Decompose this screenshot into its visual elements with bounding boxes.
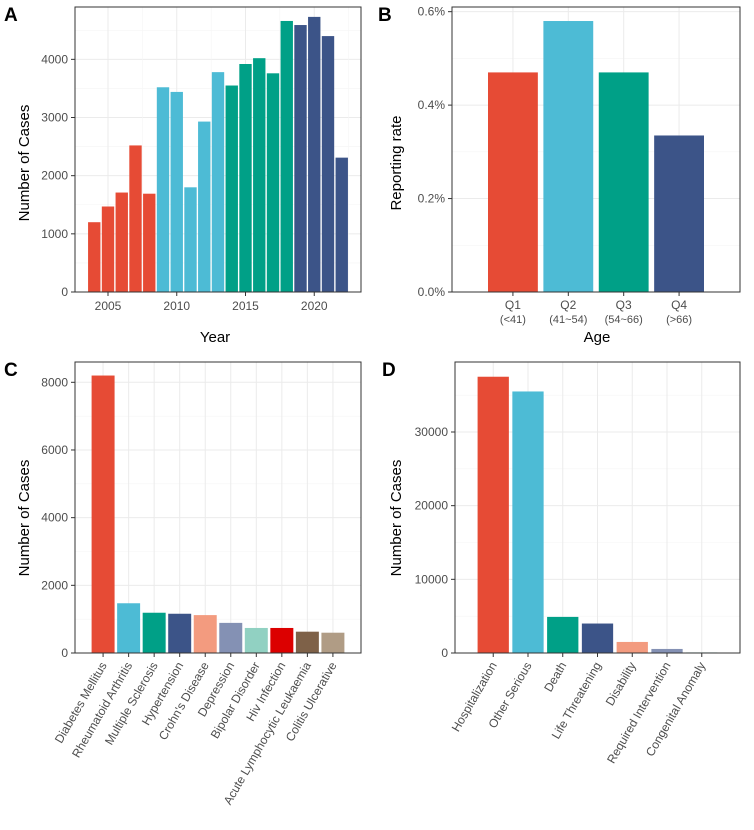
y-tick-label: 4000 [41,511,68,525]
panel-a-xlabel: Year [200,329,230,346]
y-tick-label: 0.4% [418,98,446,112]
panel-a: A Number of Cases Year 0 1000 2000 3000 4000… [4,5,362,346]
panel-b-xlabel: Age [584,329,611,346]
x-tick-label: 2015 [232,299,259,313]
x-tick-label: Q1 [505,298,521,312]
bar [321,632,345,653]
panel-c-label: C [4,360,18,381]
x-tick-label: Death [541,660,569,695]
bar [193,615,217,653]
x-tick-label: 2005 [95,299,122,313]
bar [321,36,335,292]
bar [115,192,128,292]
bar [117,603,141,653]
y-tick-label: 3000 [41,111,68,125]
plot-frame [454,361,741,654]
panel-b-ylabel: Reporting rate [388,115,405,210]
bar [598,72,649,292]
bar [266,73,280,292]
y-tick-label: 0.6% [418,5,446,19]
bar [143,193,156,292]
bar [294,25,307,293]
y-tick-label: 20000 [415,499,449,513]
x-tick-label: 2010 [163,299,190,313]
panel-c-ylabel: Number of Cases [16,460,33,577]
bar [244,627,268,653]
x-tick-sublabel: (54~66) [605,314,643,326]
y-tick-label: 0.2% [418,192,446,206]
y-tick-label: 6000 [41,443,68,457]
y-tick-label: 0 [441,646,448,660]
panel-d-label: D [382,360,396,381]
bar [547,616,579,653]
x-tick-label: Q3 [616,298,632,312]
bar [616,641,648,653]
bar [488,72,538,292]
panel-d-ylabel: Number of Cases [388,460,405,577]
bar [129,145,142,292]
bar [651,648,683,653]
bar [253,58,266,293]
bar [280,20,293,293]
bar [581,623,614,653]
bar [101,206,115,292]
panel-a-ylabel: Number of Cases [16,105,33,222]
panel-b-plot: 0.0% 0.2% 0.4% 0.6% Q1 (<41) Q2 (41~54) Q3 (54~66… [418,5,741,326]
bar [170,91,183,292]
panel-c: C Number of Cases 02000400060008000Diabe… [4,360,362,807]
bar [239,64,252,292]
bar [225,85,238,292]
y-tick-label: 2000 [41,169,68,183]
bar [142,612,166,653]
plot-frame [74,361,362,654]
panel-b-label: B [378,5,392,26]
bar [335,157,348,292]
x-tick-label: Required Intervention [604,660,673,766]
y-tick-label: 30000 [415,425,449,439]
panel-a-plot: 0 1000 2000 3000 4000 2005 2010 2015 2020 [41,6,362,313]
panel-b: B Reporting rate Age 0.0% 0.2% 0.4% 0.6% Q1 (… [378,5,741,346]
bar [308,16,321,292]
y-tick-label: 0 [61,285,68,299]
y-tick-label: 1000 [41,227,68,241]
y-tick-label: 0 [61,646,68,660]
bar [295,631,319,653]
y-tick-label: 2000 [41,578,68,592]
bar [156,87,170,292]
x-tick-label: Q2 [560,298,576,312]
bar [512,391,544,653]
bar [88,222,101,292]
x-tick-label: 2020 [301,299,328,313]
x-tick-label: Q4 [671,298,687,312]
bar [168,613,192,653]
y-tick-label: 0.0% [418,285,446,299]
plot-frame [74,6,362,293]
bar [211,72,225,293]
y-tick-label: 4000 [41,52,68,66]
x-tick-sublabel: (<41) [500,314,526,326]
bar [184,187,197,292]
x-tick-sublabel: (>66) [666,314,692,326]
bar [91,375,115,653]
bar [543,21,594,293]
bar [219,622,243,653]
bar [270,627,294,653]
panel-d: D Number of Cases 0100002000030000Hospit… [382,360,741,766]
plot-frame [451,6,741,293]
bar [198,121,211,292]
y-tick-label: 8000 [41,375,68,389]
y-tick-label: 10000 [415,572,449,586]
bar [654,135,704,292]
bar [477,376,509,653]
x-tick-sublabel: (41~54) [549,314,587,326]
x-tick-label: Disability [603,660,639,709]
panel-a-label: A [4,5,18,26]
